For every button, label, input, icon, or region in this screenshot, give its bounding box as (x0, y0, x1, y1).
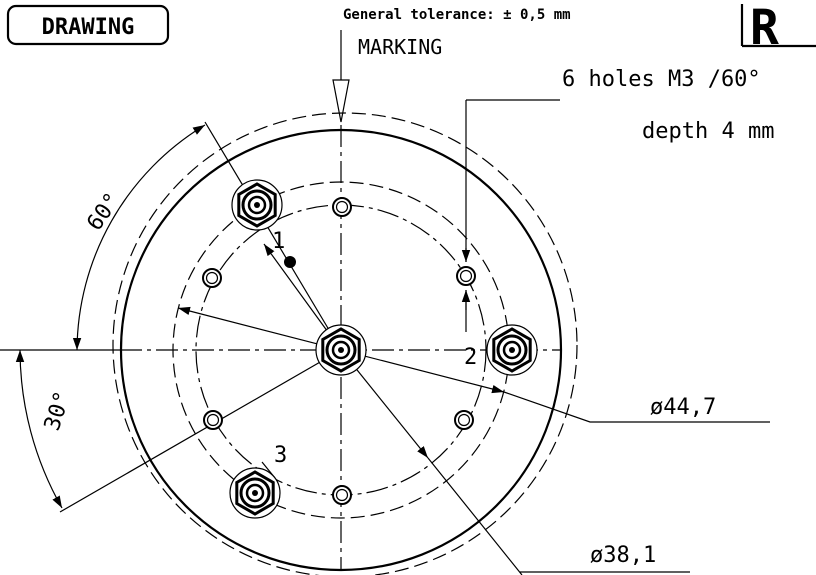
hole (202, 268, 222, 288)
hole (332, 197, 352, 217)
arc-30 (15, 349, 63, 509)
nut-pin (254, 202, 260, 208)
arc-60 (72, 124, 206, 351)
angle-30: 30° (40, 388, 76, 434)
marker-2: 2 (464, 345, 477, 370)
dia-44: ø44,7 (650, 395, 716, 420)
parts (202, 179, 538, 519)
nut-bore (502, 340, 522, 360)
hole-inner (457, 413, 471, 427)
marker-1: 1 (272, 229, 285, 254)
nut-pin (509, 347, 515, 353)
nut-bore (247, 195, 267, 215)
holes-note: 6 holes M3 /60° (562, 67, 761, 92)
nut-ring (325, 334, 357, 366)
hole-inner (335, 488, 349, 502)
nut-bore (331, 340, 351, 360)
hole (203, 410, 223, 430)
drawing-badge (6, 4, 170, 46)
hole-inner (205, 271, 219, 285)
hole (332, 485, 352, 505)
marking-dot (284, 256, 296, 268)
hole-inner (335, 200, 349, 214)
brand: R (750, 0, 779, 56)
hole (456, 266, 476, 286)
nut-bore (245, 483, 265, 503)
leader-holes (465, 99, 560, 332)
tolerance: General tolerance: ± 0,5 mm (343, 7, 571, 23)
depth-note: depth 4 mm (642, 119, 774, 144)
hole-inner (459, 269, 473, 283)
nut-ring (239, 477, 271, 509)
dia-38: ø38,1 (590, 543, 656, 568)
hole (454, 410, 474, 430)
leader-38 (427, 457, 690, 575)
marking: MARKING (358, 35, 442, 59)
nut-pin (338, 347, 344, 353)
nut-pin (252, 490, 258, 496)
ref-30 (59, 349, 342, 513)
brand-box (740, 4, 816, 48)
hole-inner (206, 413, 220, 427)
drawing-label: DRAWING (42, 15, 135, 40)
leader-44 (503, 391, 770, 423)
nut-ring (496, 334, 528, 366)
marking-arrow (332, 30, 350, 123)
angle-60: 60° (82, 189, 125, 236)
nut-ring (241, 189, 273, 221)
marker-3: 3 (274, 443, 287, 468)
